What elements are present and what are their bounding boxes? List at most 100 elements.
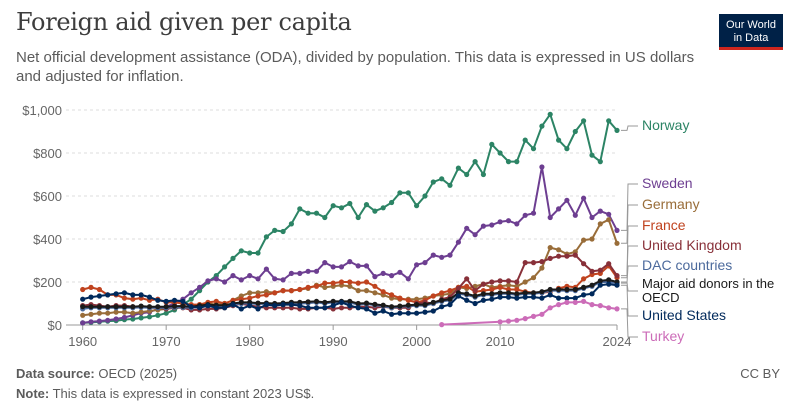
data-point-sweden[interactable] bbox=[589, 214, 595, 221]
data-point-norway[interactable] bbox=[405, 190, 411, 196]
data-point-sweden[interactable] bbox=[514, 221, 520, 227]
data-point-sweden[interactable] bbox=[213, 276, 219, 282]
data-point-united-states[interactable] bbox=[363, 306, 370, 312]
source-value[interactable]: OECD (2025) bbox=[98, 366, 178, 381]
data-point-turkey[interactable] bbox=[614, 306, 620, 312]
data-point-major-aid-donors-in-the-oecd[interactable] bbox=[389, 304, 395, 310]
data-point-germany[interactable] bbox=[121, 309, 127, 315]
data-point-sweden[interactable] bbox=[422, 260, 428, 266]
data-point-united-states[interactable] bbox=[397, 310, 403, 316]
data-point-sweden[interactable] bbox=[389, 273, 395, 279]
data-point-sweden[interactable] bbox=[597, 208, 603, 214]
data-point-major-aid-donors-in-the-oecd[interactable] bbox=[397, 303, 403, 309]
data-point-united-kingdom[interactable] bbox=[489, 279, 495, 285]
data-point-norway[interactable] bbox=[338, 205, 345, 211]
data-point-major-aid-donors-in-the-oecd[interactable] bbox=[522, 290, 528, 296]
data-point-norway[interactable] bbox=[589, 152, 595, 158]
data-point-united-states[interactable] bbox=[497, 294, 503, 300]
data-point-major-aid-donors-in-the-oecd[interactable] bbox=[497, 290, 503, 296]
data-point-sweden[interactable] bbox=[297, 270, 303, 276]
data-point-france[interactable] bbox=[330, 280, 336, 286]
data-point-norway[interactable] bbox=[188, 296, 194, 302]
data-point-sweden[interactable] bbox=[113, 316, 119, 322]
data-point-norway[interactable] bbox=[556, 137, 562, 143]
data-point-sweden[interactable] bbox=[272, 276, 278, 282]
owid-logo[interactable]: Our World in Data bbox=[719, 14, 783, 50]
data-point-sweden[interactable] bbox=[480, 223, 486, 229]
data-point-sweden[interactable] bbox=[313, 268, 320, 274]
series-label-united-states[interactable]: United States bbox=[642, 307, 726, 323]
data-point-norway[interactable] bbox=[422, 193, 428, 199]
data-point-united-states[interactable] bbox=[121, 290, 127, 296]
data-point-united-states[interactable] bbox=[222, 305, 228, 311]
data-point-germany[interactable] bbox=[522, 279, 528, 285]
data-point-norway[interactable] bbox=[480, 171, 486, 178]
data-point-france[interactable] bbox=[397, 295, 403, 301]
data-point-united-kingdom[interactable] bbox=[547, 255, 553, 261]
data-point-france[interactable] bbox=[363, 279, 370, 285]
data-point-sweden[interactable] bbox=[197, 284, 203, 290]
series-label-major-aid-donors-in-the-oecd[interactable]: Major aid donors in the OECD bbox=[642, 276, 774, 305]
data-point-sweden[interactable] bbox=[363, 263, 370, 269]
data-point-france[interactable] bbox=[439, 290, 445, 296]
data-point-major-aid-donors-in-the-oecd[interactable] bbox=[581, 284, 587, 290]
data-point-united-states[interactable] bbox=[155, 297, 161, 303]
data-point-norway[interactable] bbox=[255, 250, 261, 256]
data-point-norway[interactable] bbox=[222, 264, 228, 270]
data-point-united-states[interactable] bbox=[547, 292, 553, 298]
data-point-united-kingdom[interactable] bbox=[480, 281, 486, 287]
data-point-france[interactable] bbox=[497, 284, 503, 290]
data-point-united-states[interactable] bbox=[380, 308, 386, 314]
data-point-turkey[interactable] bbox=[439, 322, 445, 328]
data-point-sweden[interactable] bbox=[288, 270, 294, 276]
data-point-sweden[interactable] bbox=[505, 218, 512, 224]
data-point-sweden[interactable] bbox=[280, 277, 286, 283]
data-point-major-aid-donors-in-the-oecd[interactable] bbox=[130, 304, 136, 310]
data-point-united-kingdom[interactable] bbox=[514, 279, 520, 285]
data-point-norway[interactable] bbox=[130, 316, 136, 322]
data-point-france[interactable] bbox=[347, 279, 353, 285]
data-point-germany[interactable] bbox=[606, 217, 612, 223]
data-point-sweden[interactable] bbox=[430, 252, 436, 258]
data-point-turkey[interactable] bbox=[497, 319, 503, 325]
data-point-united-states[interactable] bbox=[130, 292, 136, 298]
data-point-united-kingdom[interactable] bbox=[522, 260, 528, 266]
data-point-united-states[interactable] bbox=[489, 296, 495, 302]
data-point-sweden[interactable] bbox=[472, 232, 478, 238]
data-point-france[interactable] bbox=[389, 292, 395, 298]
data-point-germany[interactable] bbox=[138, 309, 144, 315]
data-point-united-states[interactable] bbox=[197, 305, 203, 311]
data-point-united-states[interactable] bbox=[372, 310, 378, 316]
data-point-united-states[interactable] bbox=[572, 295, 578, 301]
data-point-france[interactable] bbox=[489, 286, 495, 293]
data-point-sweden[interactable] bbox=[614, 227, 620, 233]
data-point-sweden[interactable] bbox=[439, 254, 445, 260]
data-point-france[interactable] bbox=[255, 293, 261, 299]
data-point-turkey[interactable] bbox=[556, 302, 562, 308]
data-point-sweden[interactable] bbox=[105, 317, 111, 323]
data-point-major-aid-donors-in-the-oecd[interactable] bbox=[430, 299, 436, 305]
data-point-united-states[interactable] bbox=[472, 300, 478, 307]
series-label-turkey[interactable]: Turkey bbox=[642, 328, 684, 344]
data-point-germany[interactable] bbox=[113, 309, 119, 315]
data-point-sweden[interactable] bbox=[121, 314, 127, 321]
data-point-turkey[interactable] bbox=[581, 298, 587, 304]
data-point-major-aid-donors-in-the-oecd[interactable] bbox=[480, 291, 486, 297]
data-point-norway[interactable] bbox=[363, 202, 370, 208]
data-point-major-aid-donors-in-the-oecd[interactable] bbox=[163, 304, 169, 310]
data-point-sweden[interactable] bbox=[564, 197, 570, 203]
data-point-france[interactable] bbox=[288, 288, 294, 294]
data-point-united-states[interactable] bbox=[505, 294, 512, 300]
data-point-sweden[interactable] bbox=[447, 252, 453, 258]
data-point-major-aid-donors-in-the-oecd[interactable] bbox=[589, 282, 595, 288]
data-point-united-kingdom[interactable] bbox=[497, 278, 503, 284]
data-point-germany[interactable] bbox=[105, 310, 111, 316]
data-point-united-states[interactable] bbox=[355, 305, 361, 311]
data-point-united-states[interactable] bbox=[188, 304, 194, 310]
data-point-major-aid-donors-in-the-oecd[interactable] bbox=[322, 299, 328, 305]
data-point-norway[interactable] bbox=[606, 118, 612, 124]
series-label-sweden[interactable]: Sweden bbox=[642, 175, 693, 191]
series-label-united-kingdom[interactable]: United Kingdom bbox=[642, 237, 742, 253]
data-point-major-aid-donors-in-the-oecd[interactable] bbox=[539, 289, 545, 295]
data-point-norway[interactable] bbox=[447, 182, 453, 188]
